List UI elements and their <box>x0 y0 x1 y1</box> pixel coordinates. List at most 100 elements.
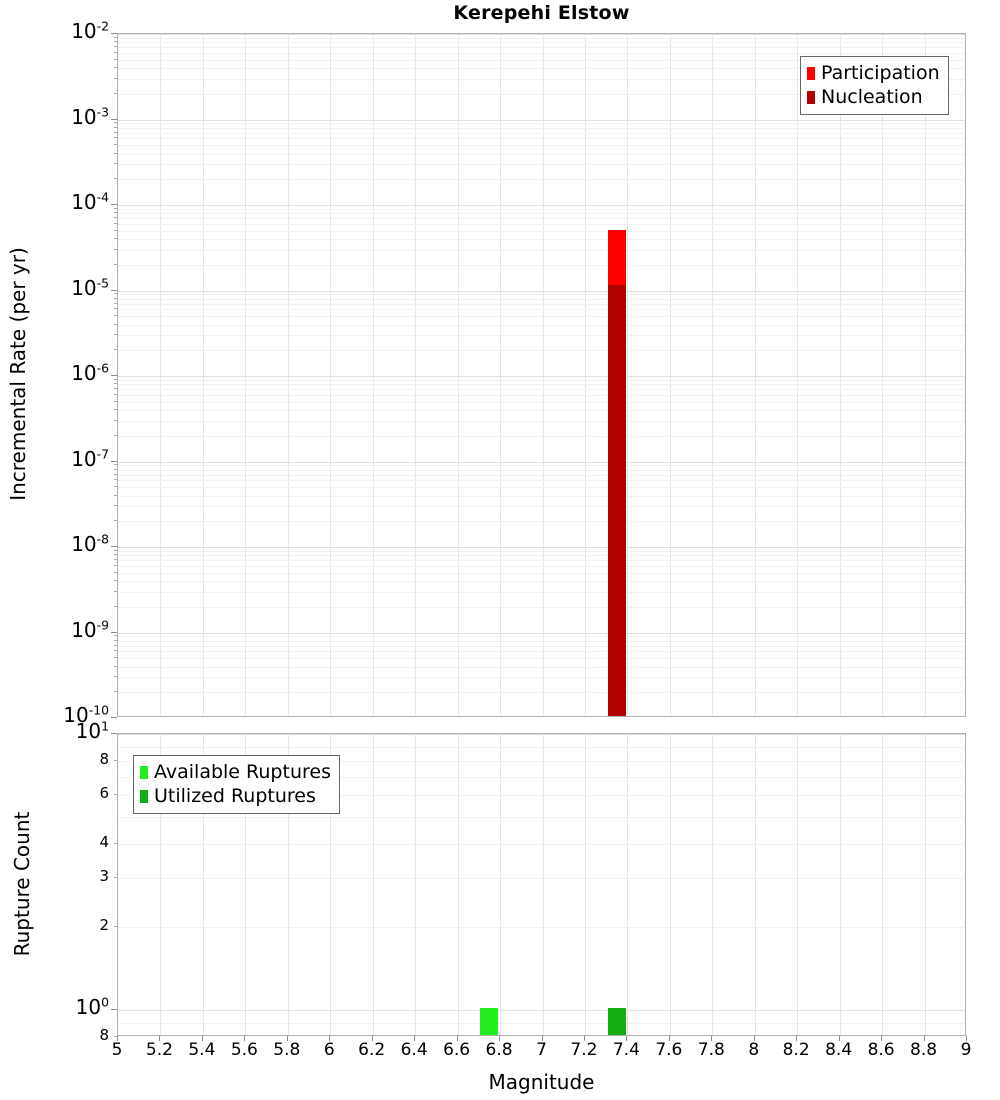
gridline-horizontal-major <box>118 462 965 463</box>
y-tick-mark-minor-top <box>114 238 117 239</box>
x-tick-mark <box>881 1036 882 1041</box>
y-tick-mark-minor-top <box>114 223 117 224</box>
x-axis-label: Magnitude <box>488 1070 595 1094</box>
gridline-vertical <box>670 734 671 1035</box>
gridline-horizontal-minor <box>118 250 965 251</box>
gridline-horizontal-minor <box>118 380 965 381</box>
gridline-vertical <box>712 734 713 1035</box>
gridline-horizontal-minor <box>118 506 965 507</box>
y-tick-label-top: 10-7 <box>71 445 109 471</box>
y-tick-mark-top <box>111 632 117 633</box>
y-tick-mark-minor-top <box>114 67 117 68</box>
y-tick-mark-top <box>111 375 117 376</box>
y-tick-mark-minor-top <box>114 137 117 138</box>
gridline-horizontal-minor <box>118 551 965 552</box>
y-tick-mark-minor-top <box>114 379 117 380</box>
y-tick-label-top: 10-3 <box>71 103 109 129</box>
legend-label-participation: Participation <box>821 61 940 84</box>
gridline-horizontal-minor <box>118 309 965 310</box>
x-tick-label: 8.4 <box>825 1040 853 1060</box>
x-tick-mark <box>202 1036 203 1041</box>
y-tick-mark-minor-top <box>114 572 117 573</box>
gridline-horizontal-minor <box>118 128 965 129</box>
y-tick-mark-minor-top <box>114 217 117 218</box>
gridline-horizontal-major <box>118 547 965 548</box>
y-tick-mark-minor-top <box>114 474 117 475</box>
y-tick-mark-bottom <box>114 794 117 795</box>
gridline-horizontal-minor <box>118 239 965 240</box>
gridline-vertical <box>500 734 501 1035</box>
grid-top <box>118 34 965 716</box>
y-tick-mark-bottom <box>114 843 117 844</box>
gridline-vertical <box>755 734 756 1035</box>
y-tick-label-top: 10-4 <box>71 189 109 214</box>
page-title: Kerepehi Elstow <box>453 2 630 24</box>
gridline-horizontal-minor <box>118 265 965 266</box>
y-tick-mark-minor-top <box>114 144 117 145</box>
gridline-horizontal-major <box>118 633 965 634</box>
gridline-horizontal-major <box>118 205 965 206</box>
legend-item-nucleation: Nucleation <box>807 85 940 109</box>
y-tick-mark-bottom <box>111 1009 117 1010</box>
y-tick-mark-bottom <box>111 733 117 734</box>
y-tick-mark-minor-top <box>114 315 117 316</box>
x-tick-mark <box>839 1036 840 1041</box>
gridline-vertical <box>330 34 331 716</box>
y-tick-mark-minor-top <box>114 349 117 350</box>
x-tick-mark <box>584 1036 585 1041</box>
x-tick-mark <box>711 1036 712 1041</box>
y-tick-mark-minor-top <box>114 293 117 294</box>
gridline-vertical <box>543 734 544 1035</box>
gridline-vertical <box>925 34 926 716</box>
gridline-horizontal-minor <box>118 658 965 659</box>
gridline-horizontal-minor <box>118 436 965 437</box>
y-tick-mark-minor-top <box>114 122 117 123</box>
y-tick-mark-minor-top <box>114 153 117 154</box>
y-tick-mark-minor-top <box>114 212 117 213</box>
gridline-horizontal <box>118 927 965 928</box>
x-tick-label: 7 <box>536 1040 547 1060</box>
gridline-horizontal <box>118 734 965 735</box>
y-tick-mark-minor-top <box>114 479 117 480</box>
y-tick-label-bottom: 3 <box>99 867 109 886</box>
gridline-horizontal-minor <box>118 421 965 422</box>
gridline-horizontal-minor <box>118 566 965 567</box>
gridline-vertical <box>670 34 671 716</box>
gridline-horizontal-minor <box>118 389 965 390</box>
x-tick-mark <box>542 1036 543 1041</box>
gridline-horizontal <box>118 747 965 748</box>
x-tick-label: 7.8 <box>697 1040 725 1060</box>
gridline-horizontal-minor <box>118 133 965 134</box>
x-tick-label: 5.2 <box>145 1040 173 1060</box>
gridline-horizontal-minor <box>118 487 965 488</box>
y-tick-mark-minor-top <box>114 383 117 384</box>
gridline-horizontal-minor <box>118 470 965 471</box>
gridline-horizontal-minor <box>118 304 965 305</box>
bar-available-ruptures <box>480 1008 499 1035</box>
y-tick-mark-minor-top <box>114 208 117 209</box>
x-tick-mark <box>626 1036 627 1041</box>
x-tick-mark <box>499 1036 500 1041</box>
x-tick-label: 8.6 <box>867 1040 895 1060</box>
y-tick-mark-minor-top <box>114 606 117 607</box>
x-tick-mark <box>966 1036 967 1041</box>
y-tick-mark-minor-top <box>114 691 117 692</box>
y-tick-label-bottom: 8 <box>99 749 109 768</box>
gridline-horizontal-major <box>118 120 965 121</box>
legend-swatch-participation <box>807 66 815 80</box>
gridline-horizontal-minor <box>118 677 965 678</box>
y-tick-label-top: 10-2 <box>71 18 109 43</box>
gridline-horizontal-minor <box>118 581 965 582</box>
y-tick-label-bottom: 8 <box>99 1026 109 1044</box>
legend-label-utilized-ruptures: Utilized Ruptures <box>154 784 316 807</box>
y-tick-mark-minor-top <box>114 93 117 94</box>
y-tick-mark-minor-top <box>114 303 117 304</box>
gridline-horizontal <box>118 878 965 879</box>
gridline-horizontal-minor <box>118 299 965 300</box>
x-tick-mark <box>117 1036 118 1041</box>
legend-label-nucleation: Nucleation <box>821 85 923 108</box>
gridline-vertical <box>458 734 459 1035</box>
x-tick-mark <box>669 1036 670 1041</box>
y-tick-mark-minor-top <box>114 163 117 164</box>
y-tick-mark-minor-top <box>114 324 117 325</box>
